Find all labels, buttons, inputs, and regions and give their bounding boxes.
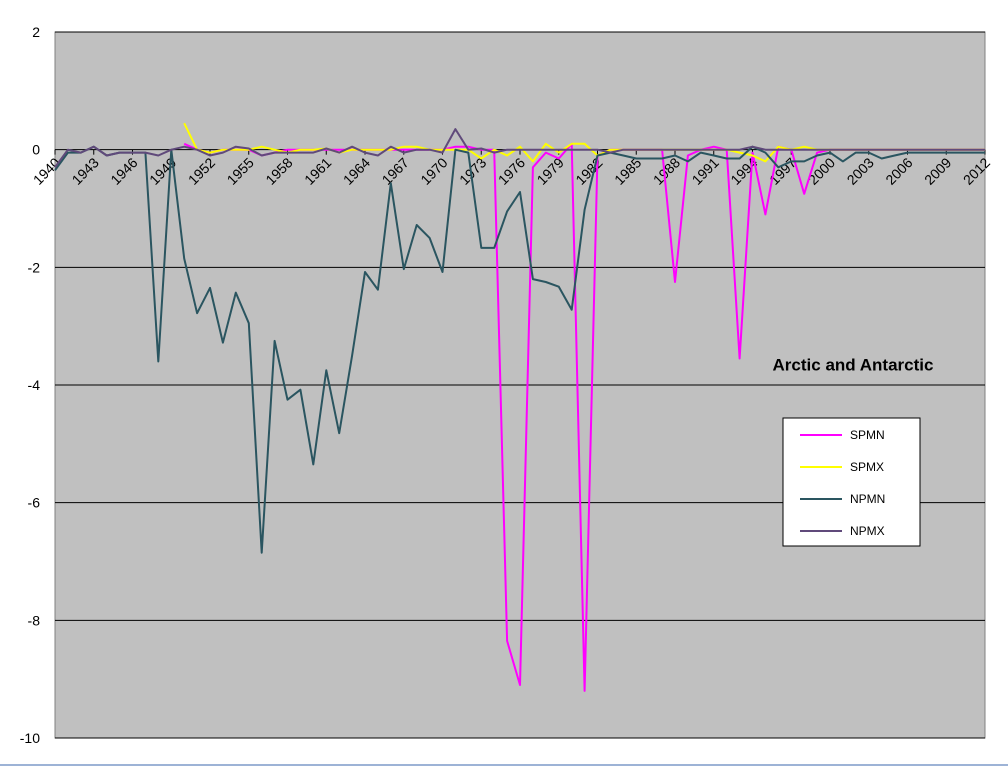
y-tick-label: -10 (20, 730, 40, 746)
legend (782, 417, 921, 547)
series-line (54, 128, 985, 168)
y-tick-label: -4 (28, 377, 41, 393)
y-tick-label: 2 (32, 24, 40, 40)
legend-label: SPMX (850, 460, 884, 474)
series-line (54, 145, 985, 554)
y-tick-label: -2 (28, 259, 41, 275)
y-tick-label: -6 (28, 495, 41, 511)
chart-title: Arctic and Antarctic (773, 355, 934, 374)
legend-label: SPMN (850, 428, 885, 442)
legend-label: NPMX (850, 524, 885, 538)
y-tick-label: 0 (32, 142, 40, 158)
y-tick-label: -8 (28, 612, 41, 628)
legend-label: NPMN (850, 492, 885, 506)
